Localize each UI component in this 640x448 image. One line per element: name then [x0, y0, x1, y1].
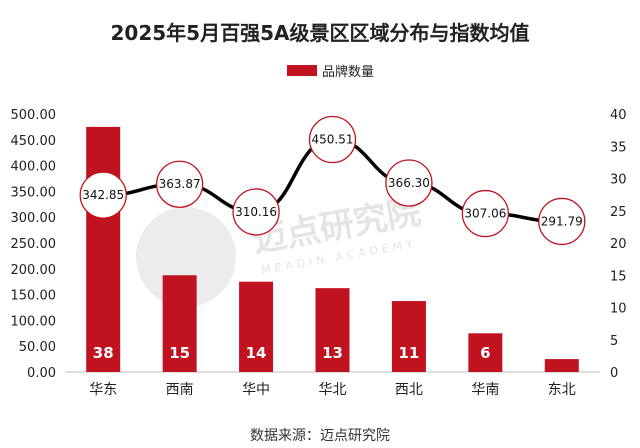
- category-label: 东北: [548, 382, 576, 398]
- left-tick-label: 500.00: [11, 108, 57, 123]
- bars: 38 15 14 13 11 6 2: [86, 126, 579, 373]
- category-label: 华中: [242, 382, 270, 398]
- line-value-label: 450.51: [312, 133, 354, 147]
- bar: [391, 301, 426, 372]
- left-tick-label: 250.00: [11, 237, 57, 252]
- right-tick-label: 35: [610, 140, 627, 155]
- line-points: 342.85 363.87 310.16 450.51 366.30 307.06 291.…: [79, 115, 586, 246]
- bar-value-label: 11: [398, 344, 419, 362]
- line-point: [385, 159, 433, 207]
- category-labels: 华东 西南 华中 华北 西北 华南 东北: [89, 382, 576, 398]
- left-tick-label: 150.00: [11, 289, 57, 304]
- bar: [544, 359, 579, 372]
- left-tick-label: 300.00: [11, 211, 57, 226]
- left-tick-label: 50.00: [19, 340, 56, 355]
- category-label: 华南: [471, 382, 499, 398]
- right-tick-label: 40: [610, 108, 627, 123]
- line-value-label: 363.87: [159, 177, 201, 191]
- right-axis: 0 5 10 15 20 25 30 35 40: [610, 108, 627, 381]
- line-point: [232, 188, 280, 236]
- right-tick-label: 15: [610, 269, 627, 284]
- watermark-logo-icon: [136, 207, 236, 307]
- bar-value-label: 14: [246, 344, 267, 362]
- category-label: 华北: [319, 382, 347, 398]
- source-note: 数据来源：迈点研究院: [250, 428, 390, 444]
- line-value-label: 366.30: [388, 176, 430, 190]
- line-point: [79, 171, 127, 219]
- legend: 品牌数量: [287, 64, 374, 80]
- right-tick-label: 0: [610, 366, 618, 381]
- bar: [468, 333, 503, 372]
- right-tick-label: 30: [610, 173, 627, 188]
- line-point: [308, 115, 357, 164]
- line-point: [461, 189, 510, 238]
- right-tick-label: 20: [610, 237, 627, 252]
- right-tick-label: 5: [610, 334, 618, 349]
- line-value-label: 310.16: [235, 205, 277, 219]
- legend-swatch: [287, 65, 317, 76]
- bar-value-label: 13: [322, 344, 343, 362]
- category-label: 西南: [166, 382, 194, 398]
- category-label: 西北: [395, 382, 423, 398]
- legend-label: 品牌数量: [322, 64, 374, 80]
- left-tick-label: 450.00: [11, 134, 57, 149]
- bar-value-label: 38: [93, 344, 114, 362]
- line-value-label: 342.85: [82, 188, 124, 202]
- left-tick-label: 200.00: [11, 263, 57, 278]
- bar: [239, 281, 274, 372]
- bar-value-label: 2: [557, 344, 567, 362]
- bar: [162, 275, 197, 372]
- line-point: [538, 197, 586, 246]
- bar: [86, 126, 121, 373]
- bar: [315, 288, 350, 372]
- left-tick-label: 0.00: [27, 366, 56, 381]
- left-tick-label: 350.00: [11, 185, 57, 200]
- right-tick-label: 25: [610, 205, 627, 220]
- bar-value-label: 6: [480, 344, 490, 362]
- right-tick-label: 10: [610, 302, 627, 317]
- line-value-label: 307.06: [464, 207, 506, 221]
- line-point: [155, 160, 204, 208]
- chart-title: 2025年5月百强5A级景区区域分布与指数均值: [111, 21, 530, 45]
- left-axis: 0.00 50.00 100.00 150.00 200.00 250.00 300.00 3…: [11, 108, 57, 381]
- left-tick-label: 400.00: [11, 160, 57, 175]
- category-label: 华东: [89, 382, 117, 398]
- left-tick-label: 100.00: [11, 314, 57, 329]
- line-value-label: 291.79: [541, 214, 583, 228]
- bar-value-label: 15: [169, 344, 190, 362]
